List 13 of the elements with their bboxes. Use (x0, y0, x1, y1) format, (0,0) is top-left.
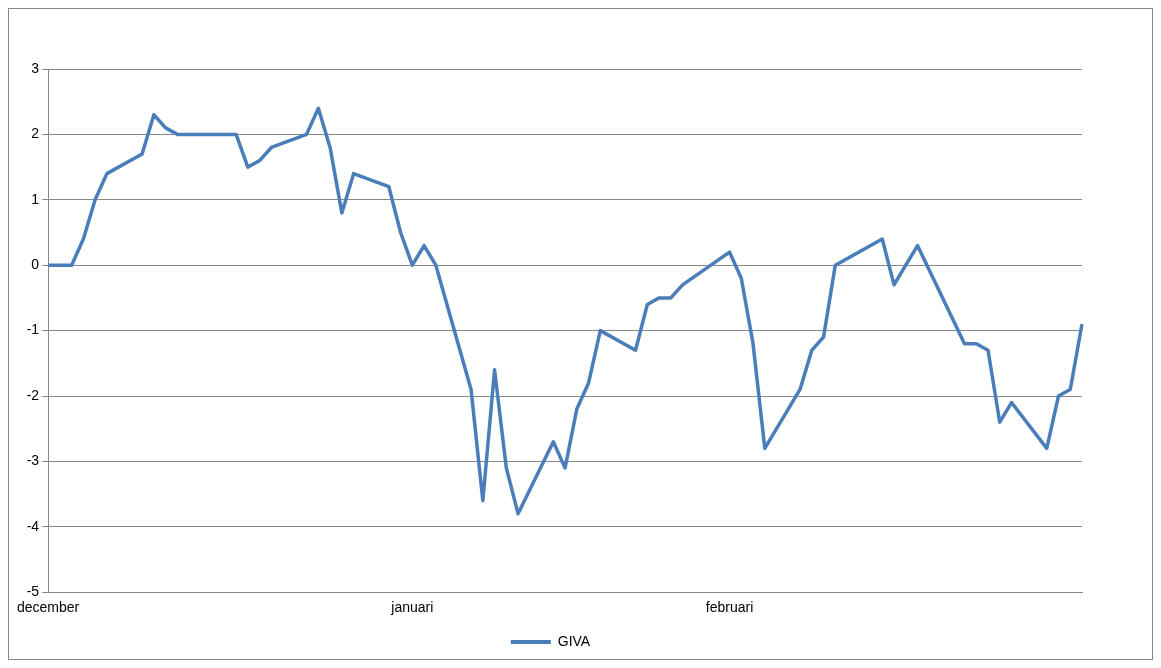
y-tick-label: -4 (26, 517, 40, 534)
y-tick-label: 2 (31, 125, 40, 142)
y-tick-label: 3 (31, 59, 40, 76)
x-tick-label: december (16, 599, 80, 616)
x-tick-label: februari (705, 599, 754, 616)
x-tick-label: januari (390, 599, 434, 616)
legend-label: GIVA (557, 632, 591, 649)
y-tick-label: -5 (26, 583, 40, 600)
y-tick-label: 0 (31, 256, 40, 273)
y-tick-label: -1 (26, 321, 40, 338)
y-tick-label: -2 (26, 386, 40, 403)
y-tick-label: -3 (26, 452, 40, 469)
y-tick-label: 1 (31, 190, 40, 207)
